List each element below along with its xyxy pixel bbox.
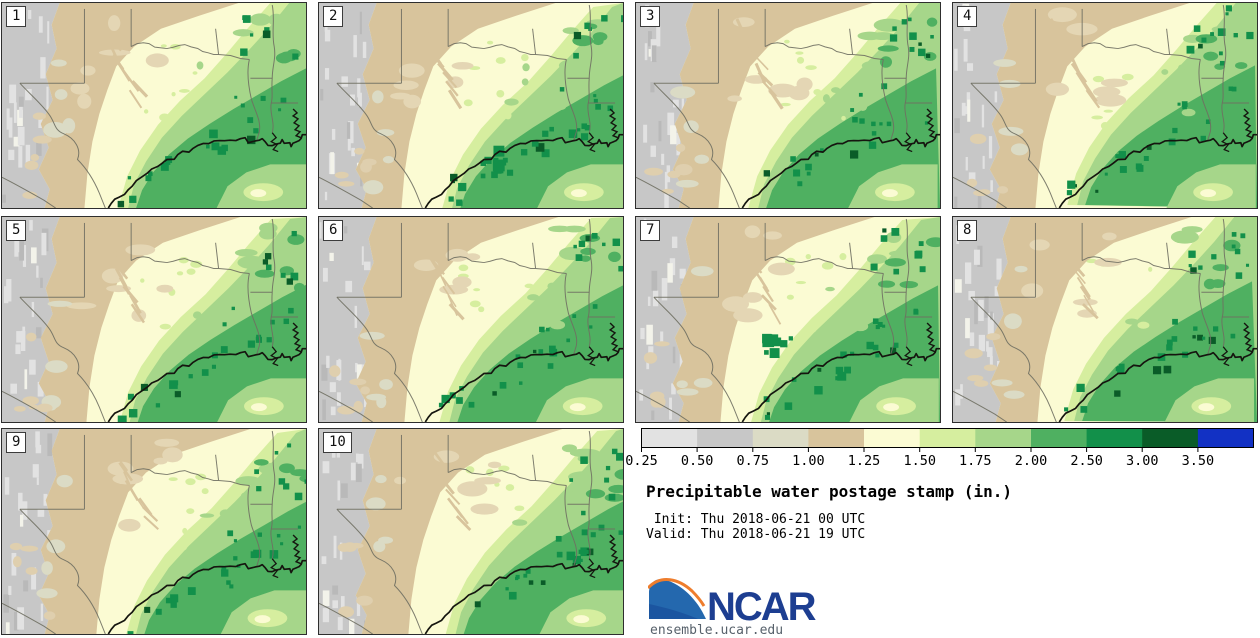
map-panel-3: 3: [635, 2, 941, 209]
ncar-logo: NCAR: [648, 575, 1257, 627]
colorbar-tick-label: 2.50: [1070, 453, 1103, 469]
colorbar-tick-label: 1.75: [959, 453, 992, 469]
site-url: ensemble.ucar.edu: [650, 623, 784, 638]
precip-map: [2, 3, 306, 208]
map-panel-4: 4: [952, 2, 1258, 209]
panel-number-badge: 9: [6, 432, 27, 454]
map-panel-1: 1: [1, 2, 307, 209]
ncar-logo-mark: [648, 578, 706, 619]
panel-number-badge: 4: [957, 6, 978, 28]
panel-number-badge: 1: [6, 6, 27, 28]
init-time: Init: Thu 2018-06-21 00 UTC: [646, 512, 866, 527]
panel-number-badge: 5: [6, 220, 27, 242]
panel-number-badge: 8: [957, 220, 978, 242]
panel-number-badge: 3: [640, 6, 661, 28]
colorbar-tick-label: 2.00: [1015, 453, 1048, 469]
panel-number-badge: 6: [323, 220, 344, 242]
ncar-wordmark: NCAR: [707, 585, 817, 629]
precip-map: [953, 217, 1257, 422]
precip-map: [2, 217, 306, 422]
map-panel-7: 7: [635, 216, 941, 423]
valid-time: Valid: Thu 2018-06-21 19 UTC: [646, 527, 866, 542]
colorbar-tick-label: 0.75: [737, 453, 770, 469]
map-panel-9: 9: [1, 428, 307, 635]
map-panel-5: 5: [1, 216, 307, 423]
panel-number-badge: 10: [323, 432, 352, 454]
map-panel-2: 2: [318, 2, 624, 209]
map-panel-10: 10: [318, 428, 624, 635]
precip-map: [319, 217, 623, 422]
colorbar-tick-label: 1.50: [903, 453, 936, 469]
precip-map: [2, 429, 306, 634]
precip-map: [319, 429, 623, 634]
panel-number-badge: 7: [640, 220, 661, 242]
colorbar-tick-label: 0.25: [625, 453, 658, 469]
precip-map: [636, 217, 940, 422]
colorbar-tick-label: 1.25: [848, 453, 881, 469]
precip-map: [953, 3, 1257, 208]
precip-map: [636, 3, 940, 208]
colorbar-tick-label: 3.00: [1126, 453, 1159, 469]
panel-number-badge: 2: [323, 6, 344, 28]
map-panel-8: 8: [952, 216, 1258, 423]
legend-block: 0.25 0.50 0.75 1.00 1.25 1.50 1.75 2.00 2.50 3.00…: [625, 428, 1257, 638]
precip-map: [319, 3, 623, 208]
colorbar-tick-label: 3.50: [1182, 453, 1215, 469]
colorbar-tick-label: 0.50: [681, 453, 714, 469]
colorbar: 0.25 0.50 0.75 1.00 1.25 1.50 1.75 2.00 2.50 3.00…: [625, 428, 1254, 469]
colorbar-tick-label: 1.00: [792, 453, 825, 469]
map-panel-6: 6: [318, 216, 624, 423]
figure-title: Precipitable water postage stamp (in.): [646, 482, 1013, 501]
